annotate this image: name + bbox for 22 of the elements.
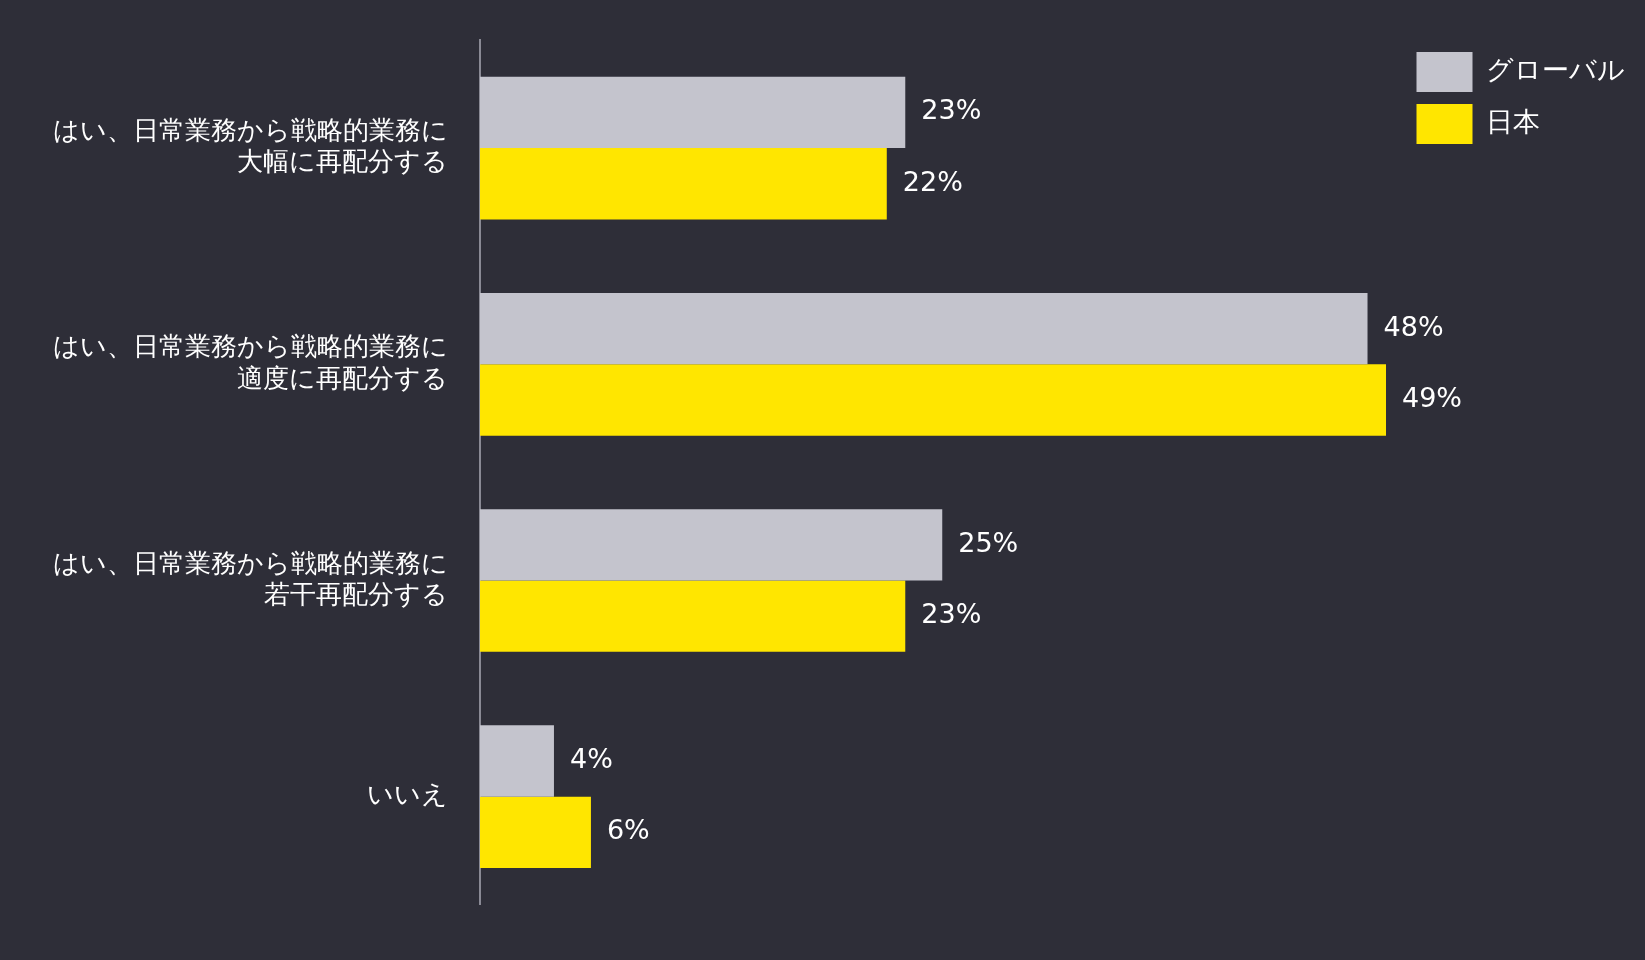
bar bbox=[480, 509, 943, 581]
legend-label: 日本 bbox=[1486, 106, 1540, 138]
bar bbox=[480, 725, 554, 797]
bar bbox=[480, 580, 906, 652]
data-label: 49% bbox=[1402, 381, 1463, 413]
bar bbox=[480, 148, 887, 220]
y-tick-label: はい、日常業務から戦略的業務に適度に再配分する bbox=[53, 331, 448, 393]
bar bbox=[480, 796, 591, 869]
bar bbox=[480, 364, 1387, 436]
data-label: 48% bbox=[1383, 310, 1444, 342]
bar bbox=[480, 292, 1368, 365]
data-label: 23% bbox=[921, 598, 982, 630]
data-label: 6% bbox=[606, 814, 650, 846]
data-label: 22% bbox=[902, 165, 963, 197]
bar bbox=[480, 76, 906, 149]
data-label: 25% bbox=[958, 526, 1019, 558]
y-tick-label: はい、日常業務から戦略的業務に大幅に再配分する bbox=[53, 115, 448, 177]
y-tick-label: はい、日常業務から戦略的業務に若干再配分する bbox=[53, 547, 448, 609]
legend-label: グローバル bbox=[1486, 54, 1625, 86]
data-label: 23% bbox=[921, 94, 982, 126]
y-tick-label: いいえ bbox=[367, 779, 448, 810]
data-label: 4% bbox=[569, 743, 613, 775]
